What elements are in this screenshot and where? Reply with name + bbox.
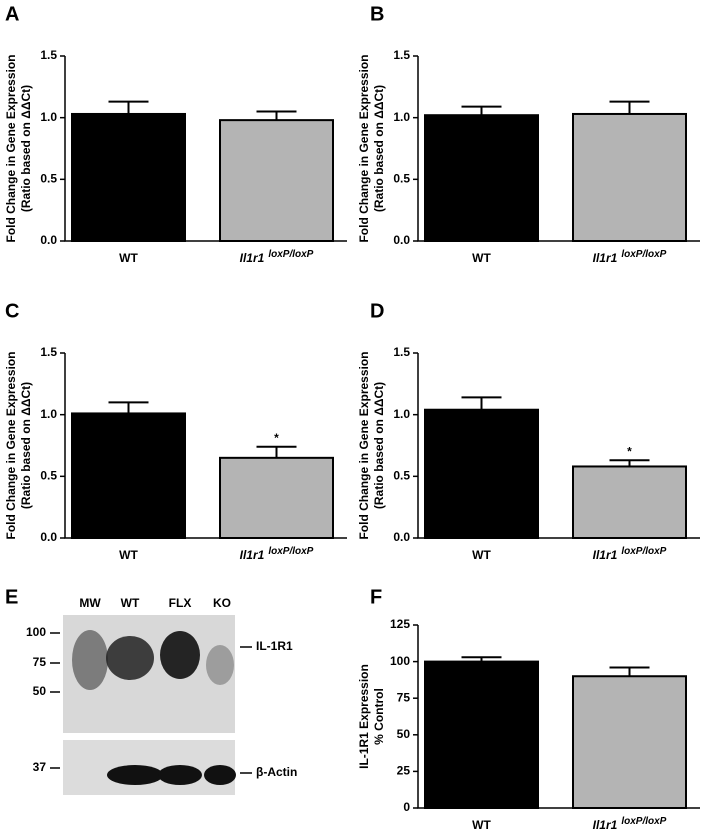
- y-tick-label: 0.0: [393, 233, 410, 247]
- y-tick-label: 0.0: [393, 530, 410, 544]
- significance-label: *: [274, 431, 279, 445]
- y-axis-label: % Control: [372, 688, 386, 745]
- bar: [219, 456, 334, 540]
- marker-label: 50: [33, 684, 47, 698]
- x-tick-label: Il1r1 loxP/loxP: [240, 249, 314, 266]
- x-tick-label: WT: [472, 818, 491, 830]
- bar: [424, 660, 539, 809]
- y-tick-label: 1.0: [393, 407, 410, 421]
- category-name: Il1r1: [240, 251, 265, 265]
- bar: [572, 675, 687, 809]
- category-name: Il1r1: [593, 251, 618, 265]
- blot-band: [72, 630, 108, 690]
- bar: [219, 119, 334, 242]
- blot-band: [206, 645, 234, 685]
- y-tick-label: 1.5: [393, 345, 410, 359]
- bar: [572, 465, 687, 540]
- y-tick-label: 25: [397, 764, 411, 778]
- y-tick-label: 1.5: [40, 345, 57, 359]
- y-tick-label: 0.5: [40, 469, 57, 483]
- category-name: Il1r1: [593, 818, 618, 830]
- y-axis-label: IL-1R1 Expression: [357, 664, 371, 769]
- y-tick-label: 1.0: [40, 407, 57, 421]
- x-tick-label: Il1r1 loxP/loxP: [593, 249, 667, 266]
- x-tick-label: WT: [472, 548, 491, 562]
- panel-label: F: [370, 586, 382, 608]
- y-axis-label: (Ratio based on ΔΔCt): [372, 85, 386, 212]
- y-tick-label: 50: [397, 727, 411, 741]
- y-tick-label: 125: [390, 617, 410, 631]
- blot-band: [107, 765, 163, 785]
- y-tick-label: 0.5: [393, 469, 410, 483]
- x-tick-label: Il1r1 loxP/loxP: [593, 816, 667, 830]
- y-tick-label: 0.0: [40, 233, 57, 247]
- significance-label: *: [627, 444, 632, 458]
- x-tick-label: Il1r1 loxP/loxP: [240, 546, 314, 563]
- y-axis-label: Fold Change in Gene Expression: [4, 54, 18, 242]
- y-tick-label: 1.0: [40, 110, 57, 124]
- y-tick-label: 0.0: [40, 530, 57, 544]
- band-label: β-Actin: [256, 765, 297, 779]
- y-axis-label: Fold Change in Gene Expression: [4, 351, 18, 539]
- marker-label: 75: [33, 655, 47, 669]
- marker-ticks: [50, 632, 252, 774]
- category-name: WT: [472, 818, 491, 830]
- lane-label: KO: [213, 596, 231, 610]
- category-superscript: loxP/loxP: [268, 249, 313, 260]
- marker-label: 100: [26, 625, 46, 639]
- category-name: WT: [472, 548, 491, 562]
- marker-label: 37: [33, 760, 47, 774]
- y-tick-label: 1.5: [393, 48, 410, 62]
- x-tick-label: WT: [472, 251, 491, 265]
- blot-band: [158, 765, 202, 785]
- category-superscript: loxP/loxP: [621, 249, 666, 260]
- y-tick-label: 1.5: [40, 48, 57, 62]
- y-tick-label: 100: [390, 654, 410, 668]
- y-axis-label: Fold Change in Gene Expression: [357, 351, 371, 539]
- blot-panel: E MW WT FLX KO 100 75 50 37 IL-1R1 β-Act…: [5, 586, 297, 795]
- bar: [572, 112, 687, 242]
- panel-label: E: [5, 586, 18, 608]
- lane-label: MW: [79, 596, 101, 610]
- category-name: WT: [119, 548, 138, 562]
- panel-label: A: [5, 3, 19, 25]
- bar: [71, 412, 186, 539]
- panel-label: B: [370, 3, 384, 25]
- blot-band: [204, 765, 236, 785]
- category-superscript: loxP/loxP: [268, 546, 313, 557]
- x-tick-label: WT: [119, 251, 138, 265]
- category-superscript: loxP/loxP: [621, 816, 666, 827]
- x-tick-label: Il1r1 loxP/loxP: [593, 546, 667, 563]
- y-tick-label: 75: [397, 690, 411, 704]
- lane-label: WT: [121, 596, 140, 610]
- category-superscript: loxP/loxP: [621, 546, 666, 557]
- y-axis-label: (Ratio based on ΔΔCt): [372, 382, 386, 509]
- bar: [424, 408, 539, 539]
- panel-label: D: [370, 300, 384, 322]
- y-tick-label: 0.5: [40, 172, 57, 186]
- band-label: IL-1R1: [256, 639, 293, 653]
- category-name: WT: [119, 251, 138, 265]
- category-name: Il1r1: [593, 548, 618, 562]
- bar: [71, 112, 186, 242]
- blot-band: [160, 631, 200, 679]
- category-name: Il1r1: [240, 548, 265, 562]
- category-name: WT: [472, 251, 491, 265]
- lane-label: FLX: [169, 596, 192, 610]
- bar: [424, 114, 539, 242]
- y-tick-label: 0.5: [393, 172, 410, 186]
- y-tick-label: 0: [403, 800, 410, 814]
- y-axis-label: Fold Change in Gene Expression: [357, 54, 371, 242]
- blot-band: [106, 636, 154, 680]
- y-tick-label: 1.0: [393, 110, 410, 124]
- x-tick-label: WT: [119, 548, 138, 562]
- panel-label: C: [5, 300, 19, 322]
- y-axis-label: (Ratio based on ΔΔCt): [19, 85, 33, 212]
- y-axis-label: (Ratio based on ΔΔCt): [19, 382, 33, 509]
